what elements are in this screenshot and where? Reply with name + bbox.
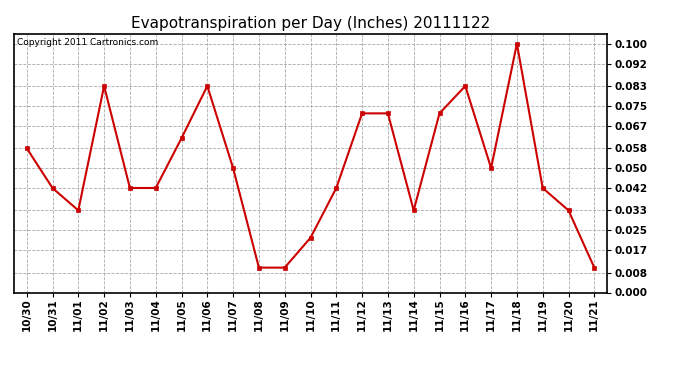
Title: Evapotranspiration per Day (Inches) 20111122: Evapotranspiration per Day (Inches) 2011…	[131, 16, 490, 31]
Text: Copyright 2011 Cartronics.com: Copyright 2011 Cartronics.com	[17, 38, 158, 46]
